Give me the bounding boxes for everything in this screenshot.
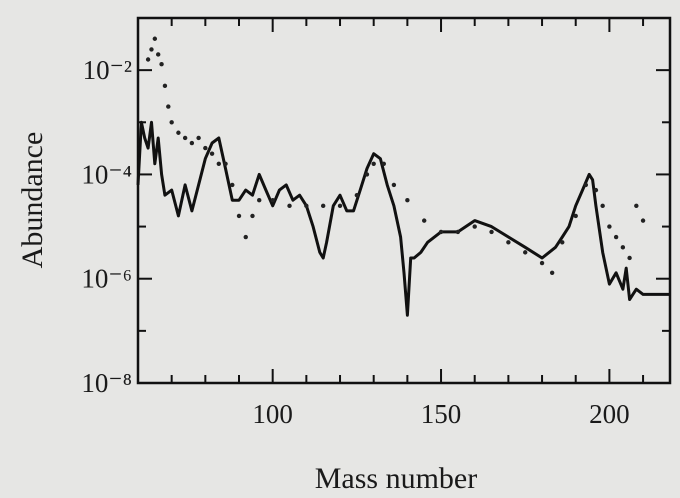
data-dot [152,36,158,41]
data-dot [371,161,376,166]
data-dot [405,198,410,203]
data-dot [620,245,626,250]
data-dot [600,203,605,209]
data-dot [230,182,235,188]
data-dot [422,218,427,223]
data-dot [257,198,262,203]
data-dot [489,229,494,235]
data-dot [438,229,444,235]
data-dot [159,62,164,67]
data-dot [364,172,370,177]
data-dot [455,229,461,235]
data-dot [169,120,174,125]
data-dot [634,203,639,209]
data-dot [149,47,154,52]
data-dot [189,140,195,146]
data-dot [320,203,326,209]
data-dot [145,57,151,62]
data-line [136,120,670,317]
data-dot [216,161,222,166]
data-dot [391,182,397,188]
data-dot [209,151,215,156]
data-dot [270,198,275,203]
x-tick-label: 100 [252,399,293,429]
data-dot [287,203,292,209]
data-dot [583,182,589,188]
data-dot [176,130,181,135]
data-dot [250,213,255,219]
y-tick-label: 10⁻⁶ [81,264,132,294]
data-dot [304,203,309,209]
y-axis-title: Abundance [16,132,49,269]
data-dot [381,161,386,166]
data-dot [196,135,201,141]
data-dot [162,83,168,89]
data-dot [203,145,208,151]
y-tick-label: 10⁻⁴ [81,159,132,189]
data-dot [640,218,646,223]
data-dot [613,234,619,240]
data-dot [539,260,545,266]
data-dot [223,161,228,166]
data-dot [156,52,161,57]
x-tick-label: 200 [589,399,630,429]
data-dot [627,255,632,261]
data-dot [523,250,528,255]
y-tick-label: 10⁻² [83,55,132,85]
x-tick-label: 150 [421,399,462,429]
data-dot [573,213,578,219]
data-dot [472,224,477,229]
data-dot [236,213,242,219]
data-dot [593,187,599,193]
plot-frame [136,16,672,385]
data-dot [506,240,511,245]
data-dot [243,234,248,240]
y-tick-label: 10⁻⁸ [81,368,132,398]
x-axis-title: Mass number [315,462,477,495]
data-dot [166,104,171,109]
data-dot [337,203,343,209]
data-dot [182,135,188,141]
data-dot [560,240,565,245]
data-dot [607,224,612,229]
data-dot [549,270,555,275]
data-dot [354,192,360,198]
